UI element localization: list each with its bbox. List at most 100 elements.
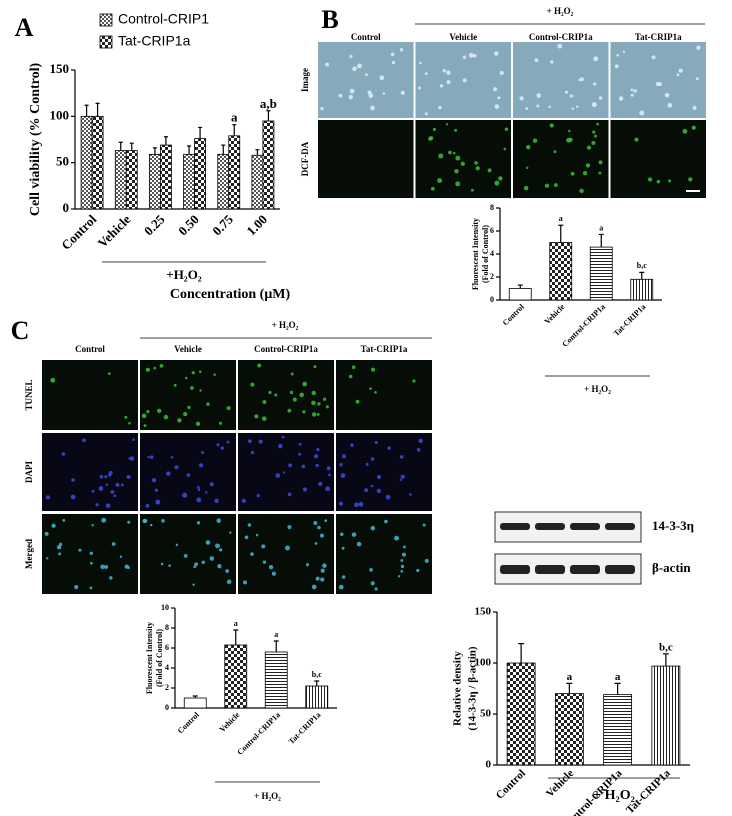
cell: [569, 94, 574, 98]
cell: [220, 446, 224, 450]
cell: [492, 87, 498, 92]
cell: [316, 448, 320, 452]
micrograph: [336, 360, 432, 430]
cell: [100, 564, 105, 570]
cell: [168, 564, 171, 567]
cell: [358, 501, 364, 507]
group-label: + H₂O₂: [254, 791, 281, 801]
cell: [322, 397, 327, 401]
y-tick-label: 6: [490, 226, 494, 235]
cell: [262, 400, 267, 404]
cell: [340, 473, 346, 479]
y-tick-label: 100: [50, 107, 70, 122]
micrograph: [238, 433, 334, 511]
cell: [315, 463, 319, 468]
cell: [523, 185, 529, 191]
cell: [145, 367, 150, 372]
cell: [287, 492, 292, 497]
cell: [473, 54, 477, 58]
cell: [593, 56, 599, 62]
row-label: TUNEL: [24, 379, 34, 410]
cell: [578, 78, 581, 82]
cell: [275, 473, 281, 478]
cell: [305, 563, 310, 567]
cell: [591, 102, 597, 108]
cell: [58, 552, 62, 556]
cell: [191, 371, 195, 375]
blot-label: β-actin: [652, 560, 691, 575]
cell: [424, 558, 429, 563]
cell: [320, 568, 325, 573]
column-label: Tat-CRIP1a: [635, 32, 682, 42]
error-bar: [232, 124, 237, 136]
cell: [46, 557, 49, 560]
cell: [51, 523, 56, 528]
cell: [281, 435, 285, 439]
cell: [351, 365, 356, 370]
cell: [494, 51, 499, 56]
cell: [487, 168, 492, 173]
cell: [494, 180, 500, 186]
cell: [452, 151, 456, 155]
cell: [370, 484, 374, 488]
cell: [241, 498, 246, 504]
cell: [183, 411, 188, 417]
cell: [370, 581, 375, 586]
cell: [199, 370, 202, 374]
cell: [460, 161, 465, 166]
cell: [183, 553, 188, 558]
annotation: b,c: [312, 670, 322, 679]
cell: [370, 457, 375, 461]
cell: [110, 490, 115, 494]
error-bar: [118, 141, 123, 151]
cell: [568, 129, 571, 133]
legend-label: Tat-CRIP1a: [118, 33, 191, 49]
blot-band: [535, 523, 565, 530]
cell: [384, 519, 388, 524]
cell: [462, 55, 467, 59]
cell: [288, 463, 293, 468]
cell: [424, 72, 428, 76]
cell: [575, 105, 579, 108]
cell: [462, 78, 467, 83]
cell: [439, 84, 444, 88]
cell: [354, 502, 359, 508]
x-tick-label: Control-CRIP1a: [560, 302, 607, 349]
bar: [305, 685, 329, 709]
cell: [113, 494, 117, 498]
cell: [82, 438, 86, 443]
cell: [155, 499, 161, 505]
cell: [91, 524, 94, 527]
cell: [199, 463, 204, 468]
cell: [692, 105, 697, 110]
cell: [349, 54, 353, 58]
cell: [247, 523, 252, 527]
cell: [676, 73, 680, 77]
cell: [192, 583, 195, 586]
cell: [525, 107, 529, 110]
treatment-header: + H₂O₂: [272, 320, 299, 330]
annotation: b,c: [637, 261, 647, 270]
legend-swatch: [99, 13, 113, 27]
cell: [322, 563, 327, 568]
cell: [261, 416, 267, 421]
cell: [285, 545, 290, 551]
cell: [326, 466, 331, 471]
bar: [264, 651, 288, 709]
cell: [391, 60, 396, 65]
cell: [258, 439, 263, 444]
cell: [274, 393, 278, 397]
micrograph: [336, 514, 432, 594]
error-bar: [84, 104, 89, 117]
cell: [95, 503, 99, 507]
error-bar: [198, 126, 203, 139]
cell: [244, 535, 249, 540]
y-tick-label: 0: [165, 703, 169, 712]
cell: [70, 494, 76, 500]
cell: [658, 82, 663, 87]
cell: [74, 585, 79, 590]
cell: [455, 181, 461, 187]
cell: [592, 82, 597, 86]
x-tick-label: Control-CRIP1a: [235, 710, 282, 757]
cell: [225, 569, 230, 573]
